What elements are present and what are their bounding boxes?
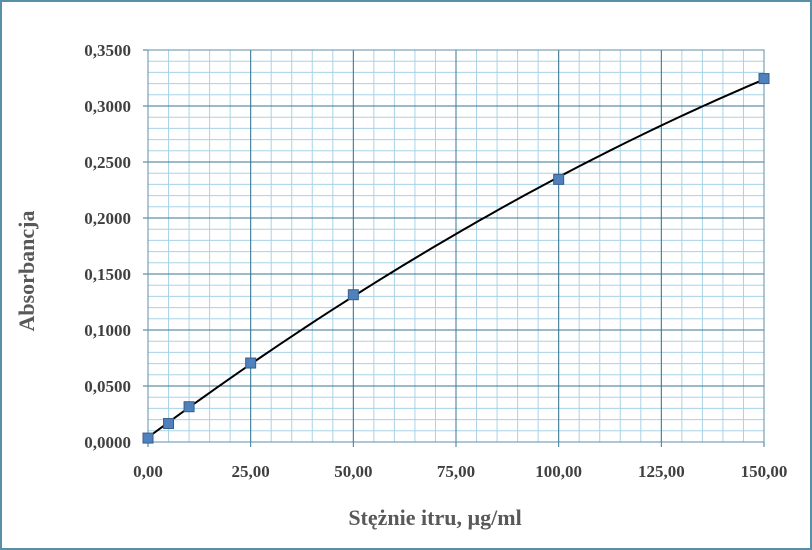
data-point (758, 73, 770, 85)
data-points (142, 73, 770, 444)
x-tick-label: 100,00 (535, 462, 582, 481)
y-tick-label: 0,3500 (84, 41, 131, 60)
x-tick-label: 75,00 (437, 462, 475, 481)
data-point (142, 432, 154, 444)
y-tick-label: 0,3000 (84, 97, 131, 116)
x-tick-label: 25,00 (232, 462, 270, 481)
x-tick-label: 150,00 (741, 462, 788, 481)
x-axis-title: Stężnie itru, µg/ml (348, 505, 521, 530)
y-tick-label: 0,1000 (84, 321, 131, 340)
data-point (553, 173, 565, 185)
data-point (347, 289, 359, 301)
y-tick-label: 0,0000 (84, 433, 131, 452)
y-tick-label: 0,1500 (84, 265, 131, 284)
data-point (183, 401, 195, 413)
data-point (163, 418, 175, 430)
data-point (245, 357, 257, 369)
x-axis-tick-labels: 0,00 25,00 50,00 75,00 100,00 125,00 150,00 (133, 462, 787, 481)
y-tick-label: 0,0500 (84, 377, 131, 396)
y-axis-title: Absorbancja (14, 210, 39, 331)
major-grid (143, 49, 765, 447)
plot-border (147, 49, 765, 443)
y-tick-label: 0,2000 (84, 209, 131, 228)
x-tick-label: 50,00 (334, 462, 372, 481)
y-axis-tick-labels: 0,0000 0,0500 0,1000 0,1500 0,2000 0,2500 0,30… (84, 41, 131, 452)
y-tick-label: 0,2500 (84, 153, 131, 172)
x-tick-label: 125,00 (638, 462, 685, 481)
x-tick-label: 0,00 (133, 462, 163, 481)
